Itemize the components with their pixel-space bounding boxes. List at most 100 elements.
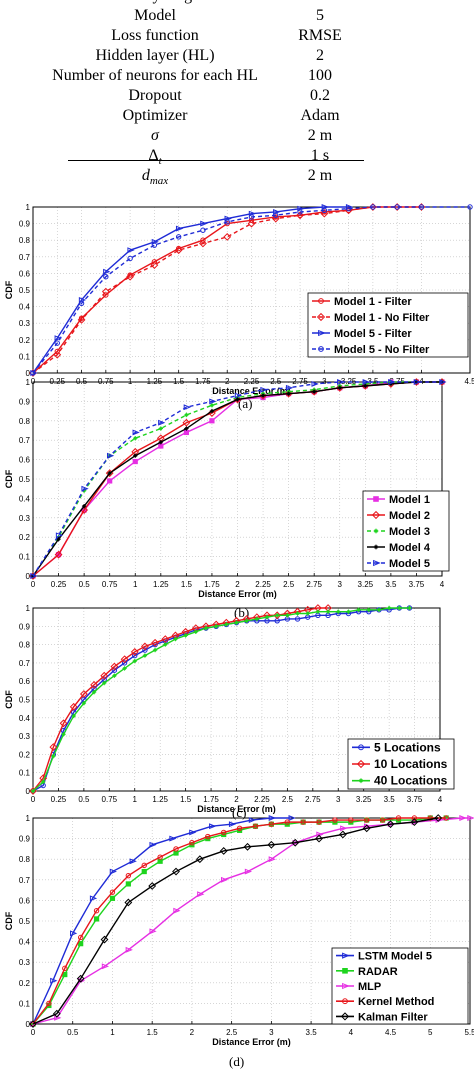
legend-label: 5 Locations (374, 740, 441, 754)
data-point (371, 510, 381, 520)
data-point (183, 633, 188, 638)
legend-label: Model 2 (389, 510, 430, 522)
y-tick-label: 0.9 (19, 397, 31, 406)
data-point (132, 652, 138, 659)
legend-label: Kernel Method (358, 996, 434, 1008)
x-tick-label: 1.75 (204, 580, 220, 589)
data-point (62, 965, 68, 972)
y-tick-label: 0.5 (19, 917, 31, 926)
delta-symbol: Δ (148, 147, 159, 164)
data-point (106, 452, 115, 459)
data-point (29, 1020, 37, 1028)
data-point (439, 379, 447, 385)
data-point (260, 393, 266, 398)
legend-label: Model 1 (389, 494, 430, 506)
data-point (275, 613, 280, 618)
y-tick-label: 0 (26, 369, 31, 378)
data-point (209, 408, 215, 414)
data-point (71, 713, 76, 719)
chart-caption: (b) (234, 605, 250, 620)
data-point (161, 635, 170, 644)
param-name: Optimizer (122, 107, 188, 124)
data-point (173, 636, 178, 642)
data-point (388, 381, 394, 387)
data-point (46, 1000, 52, 1007)
data-point (254, 616, 260, 622)
chart-caption: (d) (229, 1054, 245, 1069)
plot-frame (32, 607, 441, 792)
data-point (121, 660, 128, 666)
x-tick-label: 0.25 (51, 580, 67, 589)
data-point (267, 840, 276, 849)
x-tick-label: 2.75 (306, 580, 322, 589)
dmax-symbol: d (141, 167, 150, 184)
data-point (103, 274, 109, 280)
data-point (311, 389, 317, 394)
y-tick-label: 0.4 (19, 494, 31, 503)
y-axis-label: CDF (4, 469, 14, 488)
data-point (243, 842, 252, 851)
data-point (288, 815, 296, 821)
data-point (244, 618, 249, 624)
cdf-chart-c: 0 0.25 0.5 0.75 1 1.25 1.5 1.75 2 2.25 2.5 2.75 3 3.2… (4, 604, 455, 814)
data-point (268, 821, 275, 827)
legend-box (307, 292, 469, 358)
data-point (93, 916, 100, 922)
legend-label: Model 3 (389, 526, 430, 538)
y-axis-label: CDF (4, 280, 14, 299)
data-point (55, 532, 64, 539)
legend: Model 1 Model 2 Model 3 Model 4 Model 5 (362, 490, 450, 572)
data-point (100, 935, 109, 944)
data-point (379, 817, 386, 823)
y-tick-label: 0.8 (19, 417, 31, 426)
data-point (346, 609, 351, 614)
x-tick-label: 1.25 (152, 795, 168, 804)
y-tick-label: 0.1 (19, 352, 31, 361)
data-point (316, 819, 322, 825)
x-axis-label: Distance Error (m) (212, 386, 291, 396)
data-point (163, 642, 168, 647)
data-point (130, 648, 139, 656)
y-tick-label: 0.7 (19, 253, 31, 262)
data-point (127, 247, 135, 254)
param-name: Hidden layer (HL) (95, 47, 215, 64)
legend-label: Kalman Filter (358, 1011, 428, 1023)
data-point (109, 868, 117, 875)
data-point (81, 503, 87, 509)
data-point (158, 443, 164, 449)
data-point (305, 611, 310, 616)
data-point (111, 667, 118, 673)
data-point (321, 207, 328, 214)
data-point (109, 895, 116, 901)
data-point (467, 204, 473, 210)
data-point (129, 858, 137, 865)
data-point (107, 478, 113, 484)
y-tick-label: 0.6 (19, 896, 31, 905)
data-point (158, 419, 166, 426)
table-row (0, 145, 474, 165)
y-tick-label: 0.4 (19, 938, 31, 947)
data-point (315, 609, 321, 614)
y-tick-label: 0.9 (19, 220, 31, 229)
y-axis-label: CDF (4, 911, 14, 930)
table-row: Hidden layer (HL) 2 (0, 47, 474, 67)
data-point (50, 977, 58, 984)
data-point (133, 436, 138, 441)
data-point (81, 485, 89, 492)
data-point (173, 846, 179, 852)
plot-frame (32, 381, 443, 577)
data-point (151, 242, 158, 248)
data-point (300, 819, 306, 825)
x-tick-label: 4.5 (385, 1028, 397, 1037)
y-tick-label: 1 (26, 203, 31, 212)
param-name: Model (134, 7, 176, 24)
x-tick-label: 1 (110, 1028, 115, 1037)
data-point (220, 829, 227, 836)
data-point (172, 867, 180, 876)
data-point (150, 261, 159, 270)
param-value: 0.2 (310, 87, 330, 104)
data-point (467, 815, 474, 821)
data-point (157, 854, 163, 860)
data-point (358, 744, 364, 751)
data-point (200, 220, 208, 227)
